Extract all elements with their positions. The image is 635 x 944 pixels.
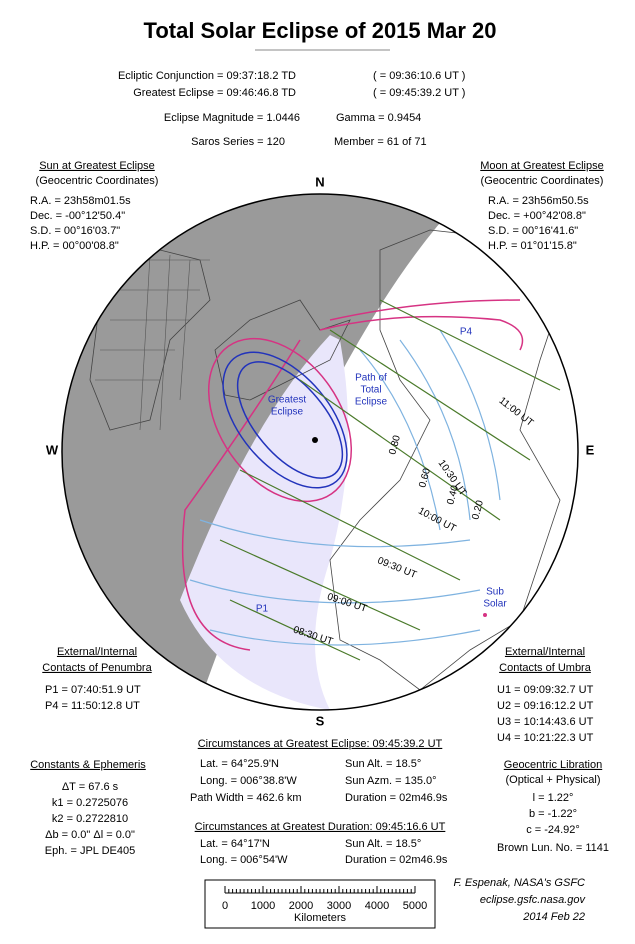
credit: eclipse.gsfc.nasa.gov (480, 894, 587, 906)
credit: 2014 Feb 22 (522, 911, 585, 923)
saros: Saros Series = 120 (191, 136, 285, 148)
coordinate: R.A. = 23h56m50.5s (488, 195, 589, 207)
coordinate: R.A. = 23h58m01.5s (30, 195, 131, 207)
compass: W (46, 442, 59, 457)
magnitude-label: 0.20 (470, 499, 486, 521)
block-title: Moon at Greatest Eclipse (480, 160, 604, 172)
globe-outline (61, 193, 579, 711)
circumstance: Lat. = 64°17'N (200, 838, 270, 850)
block-title: External/Internal (505, 646, 585, 658)
scale-label: 0 (222, 900, 228, 912)
greatest-label: Greatest (268, 395, 307, 406)
magnitude: Eclipse Magnitude = 1.0446 (164, 112, 300, 124)
contact: U4 = 10:21:22.3 UT (497, 732, 594, 744)
constant: ΔT = 67.6 s (62, 781, 119, 793)
path-label: Total (360, 385, 381, 396)
block-title: External/Internal (57, 646, 137, 658)
block-title: Circumstances at Greatest Duration: 09:4… (195, 821, 446, 833)
coordinate: Dec. = +00°42'08.8" (488, 210, 586, 222)
constant: k1 = 0.2725076 (52, 797, 128, 809)
contact: P1 = 07:40:51.9 UT (45, 684, 141, 696)
contact: U2 = 09:16:12.2 UT (497, 700, 594, 712)
circumstance: Path Width = 462.6 km (190, 792, 302, 804)
block-subtitle: (Geocentric Coordinates) (36, 175, 159, 187)
scale-label: 1000 (251, 900, 275, 912)
block-title: Constants & Ephemeris (30, 759, 146, 771)
block-subtitle: (Geocentric Coordinates) (481, 175, 604, 187)
contact: P4 = 11:50:12.8 UT (45, 700, 140, 712)
greatest-ut: ( = 09:45:39.2 UT ) (373, 87, 465, 99)
brown-number: Brown Lun. No. = 1141 (497, 842, 609, 854)
coordinate: H.P. = 01°01'15.8" (488, 240, 577, 252)
conjunction-ut: ( = 09:36:10.6 UT ) (373, 70, 465, 82)
globe (62, 194, 578, 710)
circumstance: Duration = 02m46.9s (345, 854, 448, 866)
block-subtitle: (Optical + Physical) (505, 774, 600, 786)
subsolar-label: Sub (486, 587, 504, 598)
block-title: Sun at Greatest Eclipse (39, 160, 155, 172)
scale-unit: Kilometers (294, 912, 346, 924)
greatest-label: Eclipse (271, 407, 304, 418)
subsolar-label: Solar (483, 599, 507, 610)
coordinate: H.P. = 00°00'08.8" (30, 240, 119, 252)
greatest: Greatest Eclipse = 09:46:46.8 TD (133, 87, 296, 99)
coordinate: S.D. = 00°16'03.7" (30, 225, 120, 237)
scale-label: 3000 (327, 900, 351, 912)
contact-label: P1 (256, 604, 269, 615)
magnitude-label: 0.60 (417, 467, 433, 489)
contact: U3 = 10:14:43.6 UT (497, 716, 594, 728)
constant: Δb = 0.0" Δl = 0.0" (45, 829, 135, 841)
circumstance: Sun Azm. = 135.0° (345, 775, 437, 787)
scale-label: 4000 (365, 900, 389, 912)
block-title: Contacts of Penumbra (42, 662, 152, 674)
scale-label: 5000 (403, 900, 427, 912)
circumstance: Lat. = 64°25.9'N (200, 758, 279, 770)
contact: U1 = 09:09:32.7 UT (497, 684, 594, 696)
block-title: Circumstances at Greatest Eclipse: 09:45… (198, 738, 443, 750)
magnitude-label: 0.40 (445, 484, 461, 506)
constant: Eph. = JPL DE405 (45, 845, 135, 857)
circumstance: Long. = 006°38.8'W (200, 775, 297, 787)
credit: F. Espenak, NASA's GSFC (453, 877, 585, 889)
scale-label: 2000 (289, 900, 313, 912)
conjunction: Ecliptic Conjunction = 09:37:18.2 TD (118, 70, 296, 82)
compass: N (315, 174, 324, 189)
path-label: Eclipse (355, 397, 388, 408)
block-title: Geocentric Libration (504, 759, 602, 771)
coordinate: Dec. = -00°12'50.4" (30, 210, 125, 222)
compass: E (586, 442, 595, 457)
constant: k2 = 0.2722810 (52, 813, 128, 825)
circumstance: Sun Alt. = 18.5° (345, 758, 421, 770)
coordinate: S.D. = 00°16'41.6" (488, 225, 578, 237)
magnitude-label: 0.80 (387, 434, 403, 456)
libration: l = 1.22° (533, 792, 574, 804)
block-title: Contacts of Umbra (499, 662, 592, 674)
gamma: Gamma = 0.9454 (336, 112, 421, 124)
compass: S (316, 713, 325, 728)
member: Member = 61 of 71 (334, 136, 427, 148)
circumstance: Duration = 02m46.9s (345, 792, 448, 804)
contact-label: P4 (460, 327, 473, 338)
circumstance: Long. = 006°54'W (200, 854, 288, 866)
circumstance: Sun Alt. = 18.5° (345, 838, 421, 850)
title: Total Solar Eclipse of 2015 Mar 20 (144, 18, 497, 43)
libration: c = -24.92° (526, 824, 580, 836)
path-label: Path of (355, 373, 387, 384)
libration: b = -1.22° (529, 808, 577, 820)
